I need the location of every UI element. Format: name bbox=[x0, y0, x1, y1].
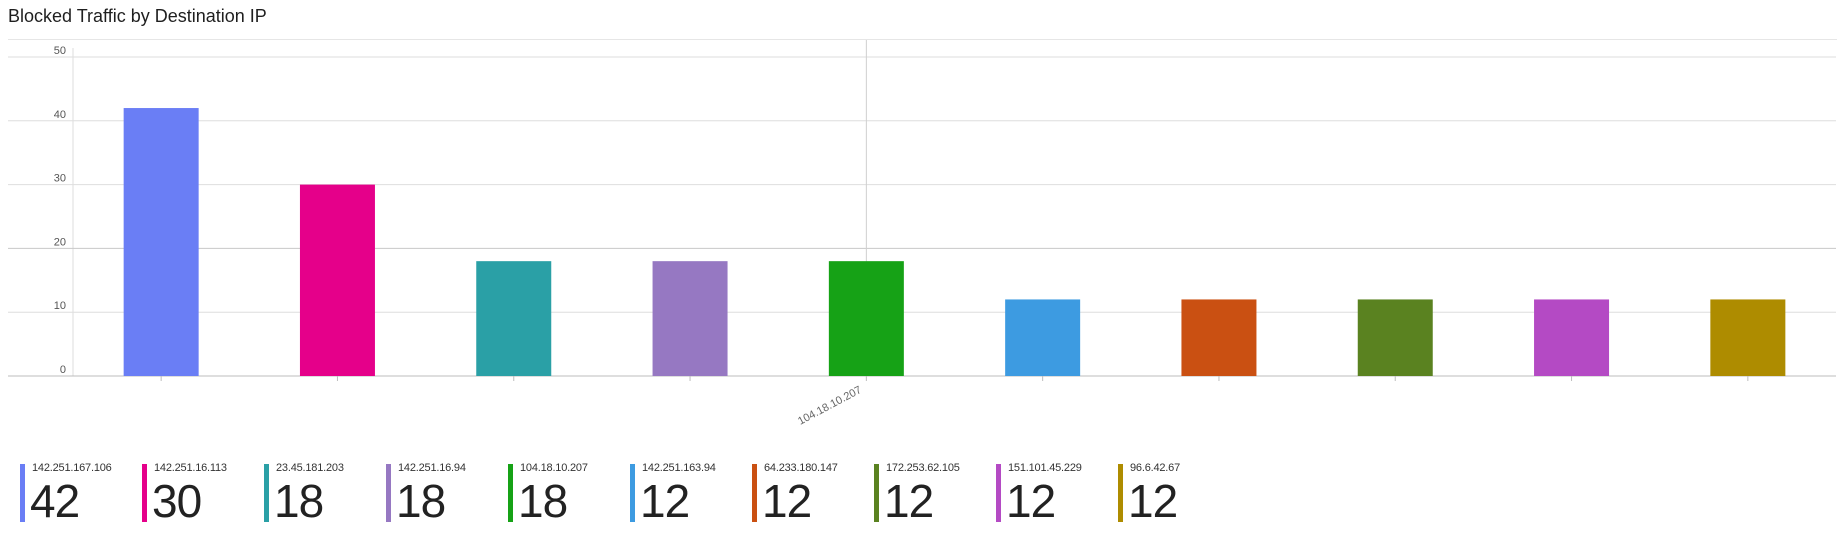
legend-ip-label: 96.6.42.67 bbox=[1130, 462, 1180, 474]
legend-swatch bbox=[20, 464, 25, 522]
legend-swatch bbox=[264, 464, 269, 522]
legend-value: 42 bbox=[30, 475, 80, 527]
legend-swatch bbox=[508, 464, 513, 522]
legend-value: 12 bbox=[884, 475, 934, 527]
legend-ip-label: 64.233.180.147 bbox=[764, 462, 838, 474]
legend-value: 18 bbox=[518, 475, 568, 527]
legend-item-10[interactable]: 96.6.42.67 12 bbox=[1118, 462, 1240, 526]
legend-ip-label: 104.18.10.207 bbox=[520, 462, 588, 474]
legend-swatch bbox=[752, 464, 757, 522]
legend-value: 18 bbox=[274, 475, 324, 527]
legend-ip-label: 142.251.167.106 bbox=[32, 462, 112, 474]
legend-ip-label: 142.251.16.94 bbox=[398, 462, 466, 474]
legend-item-3[interactable]: 23.45.181.203 18 bbox=[264, 462, 386, 526]
legend-value: 12 bbox=[1006, 475, 1056, 527]
legend-value: 30 bbox=[152, 475, 202, 527]
legend-swatch bbox=[996, 464, 1001, 522]
legend-item-9[interactable]: 151.101.45.229 12 bbox=[996, 462, 1118, 526]
legend-ip-label: 172.253.62.105 bbox=[886, 462, 960, 474]
legend-item-1[interactable]: 142.251.167.106 42 bbox=[20, 462, 142, 526]
bar-chart: 0 10 20 30 40 50 104.18.10.207 bbox=[8, 40, 1836, 428]
bar-10 bbox=[1710, 299, 1786, 376]
legend-value: 12 bbox=[762, 475, 812, 527]
legend-swatch bbox=[630, 464, 635, 522]
legend-item-6[interactable]: 142.251.163.94 12 bbox=[630, 462, 752, 526]
legend-swatch bbox=[142, 464, 147, 522]
legend-swatch bbox=[874, 464, 879, 522]
chart-title: Blocked Traffic by Destination IP bbox=[8, 6, 267, 26]
title-divider bbox=[8, 39, 1837, 40]
bar-9 bbox=[1534, 299, 1610, 376]
legend-ip-label: 142.251.163.94 bbox=[642, 462, 716, 474]
bar-4 bbox=[652, 261, 728, 376]
legend-item-4[interactable]: 142.251.16.94 18 bbox=[386, 462, 508, 526]
y-tick-label-10: 10 bbox=[54, 300, 66, 312]
y-tick-label-0: 0 bbox=[60, 364, 66, 376]
legend-value: 18 bbox=[396, 475, 446, 527]
legend-ip-label: 151.101.45.229 bbox=[1008, 462, 1082, 474]
legend-item-2[interactable]: 142.251.16.113 30 bbox=[142, 462, 264, 526]
chart-legend: 142.251.167.106 42 142.251.16.113 30 23.45.1… bbox=[20, 462, 1240, 526]
legend-ip-label: 142.251.16.113 bbox=[154, 462, 227, 474]
legend-item-7[interactable]: 64.233.180.147 12 bbox=[752, 462, 874, 526]
legend-value: 12 bbox=[1128, 475, 1178, 527]
legend-swatch bbox=[386, 464, 391, 522]
bar-5 bbox=[828, 261, 904, 376]
bar-1 bbox=[123, 108, 199, 376]
bar-3 bbox=[476, 261, 552, 376]
legend-swatch bbox=[1118, 464, 1123, 522]
bar-8 bbox=[1357, 299, 1433, 376]
y-tick-label-40: 40 bbox=[54, 109, 66, 121]
legend-item-8[interactable]: 172.253.62.105 12 bbox=[874, 462, 996, 526]
y-tick-label-50: 50 bbox=[54, 45, 66, 57]
legend-item-5[interactable]: 104.18.10.207 18 bbox=[508, 462, 630, 526]
y-tick-label-20: 20 bbox=[54, 236, 66, 248]
y-tick-label-30: 30 bbox=[54, 173, 66, 185]
legend-value: 12 bbox=[640, 475, 690, 527]
bar-7 bbox=[1181, 299, 1257, 376]
bar-6 bbox=[1005, 299, 1081, 376]
legend-ip-label: 23.45.181.203 bbox=[276, 462, 344, 474]
x-axis-label: 104.18.10.207 bbox=[796, 384, 864, 428]
bar-2 bbox=[299, 184, 375, 376]
